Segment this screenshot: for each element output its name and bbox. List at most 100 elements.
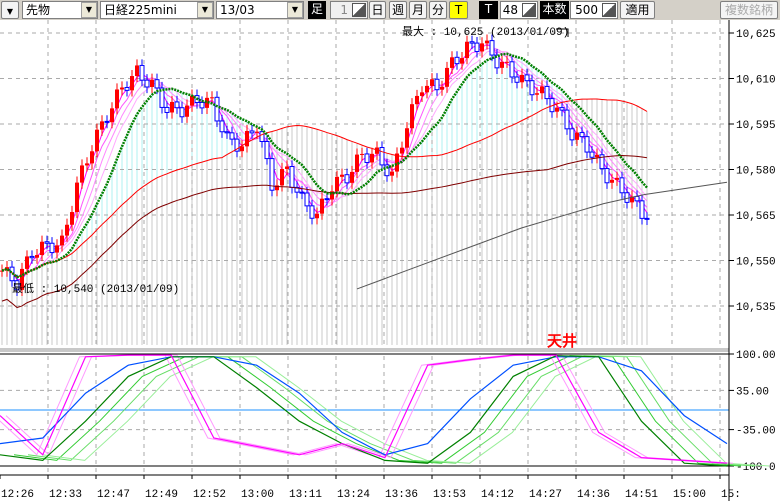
candle [639, 200, 645, 219]
candle [164, 106, 170, 113]
candle [249, 130, 255, 134]
candle [330, 191, 334, 200]
candle [304, 192, 310, 207]
candle [285, 166, 289, 169]
tick-spinner[interactable]: 48 [500, 1, 538, 19]
time-tick-label: 12:47 [97, 489, 130, 501]
candle [460, 58, 464, 64]
candle [589, 151, 595, 158]
price-tick-label: 10,610 [736, 75, 776, 87]
candle [299, 191, 305, 194]
osc-magenta-variant-line [0, 354, 722, 464]
candle [120, 87, 124, 90]
candle [500, 61, 504, 68]
candle [40, 241, 44, 256]
candle [599, 154, 605, 170]
candle [190, 95, 194, 106]
count-value: 500 [575, 3, 598, 17]
candle [619, 177, 625, 194]
candle [124, 87, 130, 91]
price-tick-label: 10,625 [736, 29, 776, 41]
price-chart: 10,625 10,610 10,595 10,580 10,565 10,550 10,5… [0, 20, 776, 501]
count-spinner[interactable]: 500 [570, 1, 618, 19]
time-tick-label: 13:24 [337, 489, 370, 501]
time-tick-label: 14:12 [481, 489, 514, 501]
candle [595, 154, 599, 158]
market-select[interactable]: 先物 ▼ [22, 1, 98, 19]
candle [100, 121, 104, 130]
candle [584, 136, 590, 153]
bar-count-spinner[interactable]: 1 [330, 1, 368, 19]
candle [115, 89, 119, 109]
price-tick-label: 10,565 [736, 211, 776, 223]
candle [610, 179, 614, 183]
candle [95, 129, 99, 152]
candle [440, 86, 444, 90]
candle [294, 186, 300, 193]
candle [229, 132, 235, 140]
candle [485, 40, 489, 44]
tick-button[interactable]: T [449, 1, 468, 19]
candle [630, 196, 634, 203]
candle [280, 168, 284, 186]
multi-symbol-button[interactable]: 複数銘柄 [720, 1, 778, 19]
candle [465, 41, 469, 59]
candle [205, 97, 209, 108]
bar-count-value: 1 [340, 3, 348, 17]
candle [425, 85, 429, 93]
candle [364, 153, 370, 163]
market-value: 先物 [26, 3, 51, 17]
candle [514, 76, 520, 83]
price-tick-label: 10,595 [736, 120, 776, 132]
day-button[interactable]: 日 [369, 1, 386, 19]
spinner-icon[interactable] [522, 3, 536, 17]
time-tick-label: 15:00 [673, 489, 706, 501]
apply-button[interactable]: 適用 [620, 1, 655, 19]
chevron-down-icon[interactable]: ▼ [287, 2, 303, 18]
month-button[interactable]: 月 [409, 1, 427, 19]
candle [524, 74, 530, 82]
spinner-icon[interactable] [602, 3, 616, 17]
candle [245, 131, 249, 147]
time-tick-label: 12:49 [145, 489, 178, 501]
menu-dropdown-button[interactable]: ▼ [1, 1, 19, 19]
candle [185, 105, 189, 117]
contract-select[interactable]: 13/03 ▼ [216, 1, 304, 19]
candle [14, 280, 20, 291]
price-tick-label: 10,535 [736, 302, 776, 314]
candle [75, 182, 79, 213]
chevron-down-icon: ▼ [6, 7, 14, 16]
candle [234, 138, 240, 152]
osc-tick-label: 35.00 [736, 386, 769, 398]
candle [634, 195, 640, 202]
candle [505, 61, 509, 63]
long-trend-line [356, 181, 728, 290]
minute-button[interactable]: 分 [429, 1, 447, 19]
candle [35, 255, 39, 258]
candle [275, 185, 279, 191]
candle [559, 107, 565, 111]
week-button[interactable]: 週 [389, 1, 407, 19]
candle [390, 171, 394, 176]
bar-label: 足 [308, 1, 326, 19]
candle [579, 132, 585, 138]
chevron-down-icon[interactable]: ▼ [197, 2, 213, 18]
spinner-icon[interactable] [352, 3, 366, 17]
panel-divider [0, 348, 729, 352]
candle [269, 158, 275, 191]
candle [214, 96, 220, 122]
price-tick-label: 10,580 [736, 166, 776, 178]
symbol-select[interactable]: 日経225mini ▼ [100, 1, 214, 19]
toolbar: ▼ 先物 ▼ 日経225mini ▼ 13/03 ▼ 足 1 日 週 月 分 T T … [0, 0, 780, 20]
symbol-value: 日経225mini [104, 3, 177, 17]
candle [55, 245, 59, 253]
chevron-down-icon[interactable]: ▼ [81, 2, 97, 18]
time-tick-label: 15: [721, 489, 741, 501]
tick-label: T [479, 1, 498, 19]
candle [65, 224, 69, 236]
candle [604, 168, 610, 184]
contract-value: 13/03 [220, 3, 255, 17]
candle [335, 176, 339, 192]
candle [0, 270, 4, 272]
candle [575, 132, 579, 140]
